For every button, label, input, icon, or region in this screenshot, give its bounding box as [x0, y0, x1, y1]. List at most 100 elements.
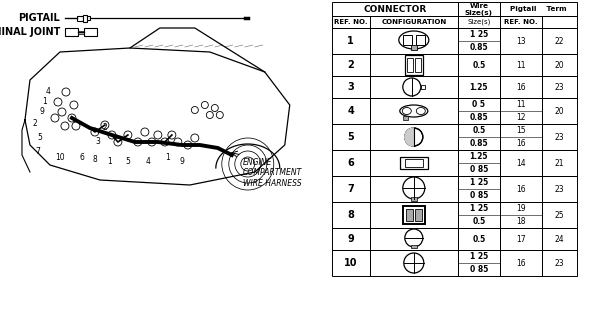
Bar [458, 28, 500, 54]
Bar [458, 124, 500, 150]
Bar [415, 58, 421, 72]
Text: 8: 8 [347, 210, 354, 220]
Bar [542, 76, 577, 98]
Bar [542, 176, 577, 202]
Bar [370, 98, 458, 124]
Bar [458, 228, 500, 250]
Text: 17: 17 [516, 235, 526, 244]
Bar [500, 124, 542, 150]
Text: ENGINE
COMPARTMENT
WIRE HARNESS: ENGINE COMPARTMENT WIRE HARNESS [243, 158, 302, 188]
Text: REF. NO.: REF. NO. [334, 19, 368, 25]
Bar [416, 35, 425, 45]
Bar [421, 85, 425, 89]
Bar [542, 150, 577, 176]
Bar [332, 124, 370, 150]
Bar [411, 245, 417, 248]
Bar [411, 197, 417, 201]
Bar [370, 16, 458, 28]
Bar [415, 209, 422, 221]
Bar [542, 250, 577, 276]
Bar [542, 202, 577, 228]
Text: 9: 9 [39, 108, 44, 116]
Text: 21: 21 [555, 158, 564, 167]
Text: Pigtail    Term: Pigtail Term [510, 6, 567, 12]
Text: 0.85: 0.85 [469, 139, 488, 148]
Text: 6: 6 [79, 154, 84, 163]
Bar [500, 228, 542, 250]
Text: 23: 23 [555, 83, 564, 92]
Bar [411, 45, 417, 50]
Bar [83, 14, 87, 21]
Text: 6: 6 [347, 158, 354, 168]
Bar [458, 202, 500, 228]
Bar [332, 76, 370, 98]
Bar [370, 202, 458, 228]
Text: 23: 23 [555, 132, 564, 141]
Bar [370, 124, 458, 150]
Text: 2: 2 [33, 119, 38, 129]
Bar [458, 76, 500, 98]
Text: 22: 22 [555, 36, 564, 45]
Bar [403, 35, 412, 45]
Text: PIGTAIL: PIGTAIL [18, 13, 60, 23]
Bar [370, 176, 458, 202]
Bar [542, 98, 577, 124]
Text: 20: 20 [555, 60, 564, 69]
Text: 23: 23 [555, 185, 564, 194]
Text: 20: 20 [555, 107, 564, 116]
Text: 2: 2 [347, 60, 354, 70]
Text: 12: 12 [516, 113, 526, 122]
Text: 9: 9 [347, 234, 354, 244]
Text: 1.25: 1.25 [469, 83, 488, 92]
Text: Wire
Size(s): Wire Size(s) [465, 3, 493, 15]
Bar [458, 2, 500, 16]
Bar [406, 209, 413, 221]
Bar [400, 157, 428, 169]
Text: 1: 1 [108, 157, 113, 166]
Bar [500, 16, 542, 28]
Bar [332, 54, 370, 76]
Text: 7: 7 [36, 148, 41, 156]
Text: 0 85: 0 85 [469, 191, 488, 200]
Text: 4: 4 [347, 106, 354, 116]
Text: 16: 16 [516, 139, 526, 148]
Text: 0 85: 0 85 [469, 265, 488, 274]
Text: 1 25: 1 25 [469, 178, 488, 187]
Bar [542, 54, 577, 76]
Text: 0.5: 0.5 [473, 60, 485, 69]
Text: 7: 7 [347, 184, 354, 194]
Text: Size(s): Size(s) [467, 19, 491, 25]
Text: 16: 16 [516, 83, 526, 92]
Text: 5: 5 [38, 132, 42, 141]
Text: 4: 4 [45, 87, 50, 97]
Text: 5: 5 [125, 157, 130, 166]
Bar [370, 28, 458, 54]
Text: 25: 25 [555, 211, 564, 220]
Text: 1: 1 [347, 36, 354, 46]
Bar [87, 16, 90, 20]
Text: 1: 1 [166, 154, 170, 163]
Bar [370, 150, 458, 176]
Bar [332, 202, 370, 228]
Bar [65, 28, 78, 36]
Text: 15: 15 [516, 126, 526, 135]
Bar [332, 28, 370, 54]
Bar [542, 28, 577, 54]
Bar [500, 98, 542, 124]
Text: 0.85: 0.85 [469, 113, 488, 122]
Text: 0.85: 0.85 [469, 43, 488, 52]
Text: 1 25: 1 25 [469, 30, 488, 39]
Text: 19: 19 [516, 204, 526, 213]
Bar [403, 116, 408, 120]
Text: 11: 11 [516, 60, 526, 69]
Bar [332, 16, 370, 28]
Bar [500, 250, 542, 276]
Bar [500, 76, 542, 98]
Text: 24: 24 [555, 235, 564, 244]
Text: CONNECTOR: CONNECTOR [363, 4, 427, 13]
Text: 1.25: 1.25 [469, 152, 488, 161]
Bar [542, 124, 577, 150]
Bar [407, 58, 413, 72]
Bar [78, 30, 84, 34]
Bar [500, 28, 542, 54]
